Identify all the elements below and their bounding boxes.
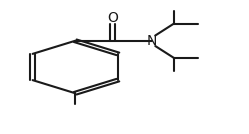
Text: O: O: [107, 11, 118, 25]
Text: N: N: [146, 34, 157, 48]
